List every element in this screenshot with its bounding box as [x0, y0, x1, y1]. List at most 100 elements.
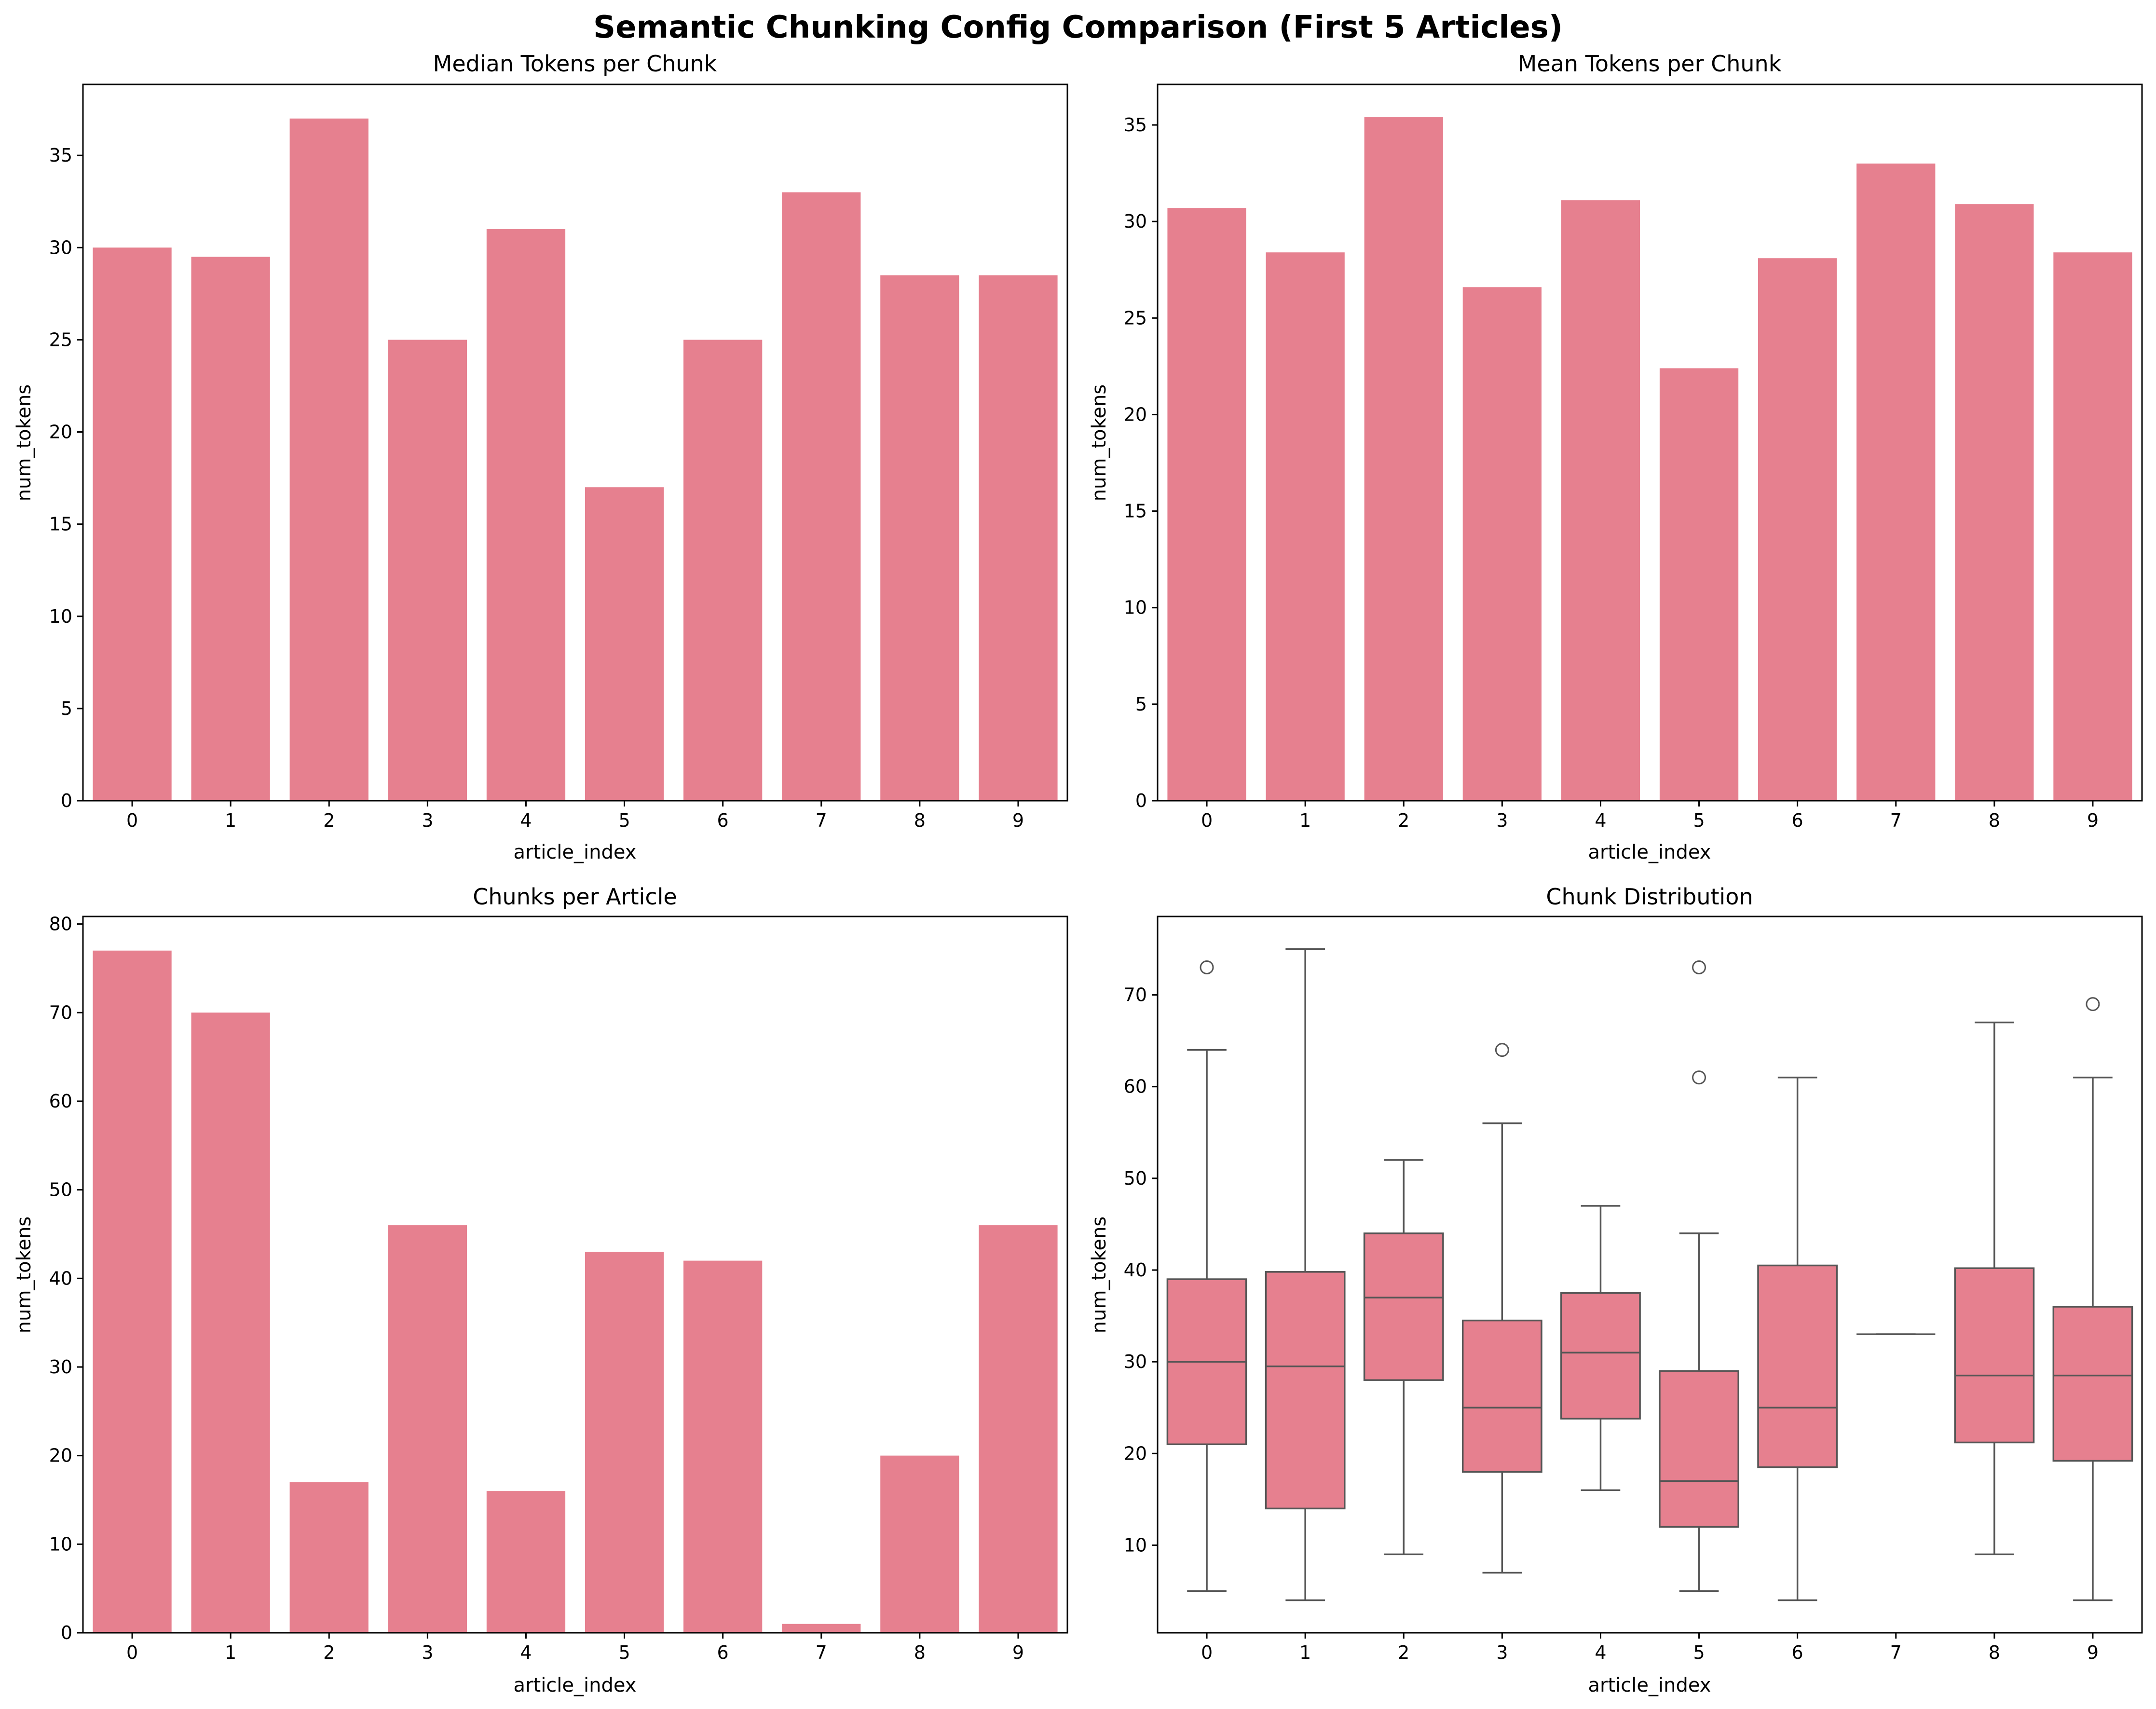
x-tick-label: 8: [1989, 810, 2000, 831]
x-tick-label: 3: [422, 810, 433, 831]
bar-3: [388, 1225, 467, 1633]
y-tick-label: 20: [49, 1445, 72, 1466]
bar-6: [1758, 258, 1837, 801]
y-tick-label: 30: [49, 237, 72, 258]
bar-7: [782, 1624, 861, 1633]
y-tick-label: 10: [49, 606, 72, 627]
y-tick-label: 80: [49, 914, 72, 935]
y-tick-label: 30: [49, 1356, 72, 1378]
median-tokens-panel: Median Tokens per Chunk article_index nu…: [13, 51, 1068, 863]
x-tick-label: 2: [323, 1642, 335, 1663]
box-8: [1954, 1021, 2035, 1556]
bar-2: [1364, 117, 1443, 801]
panel-title: Mean Tokens per Chunk: [1518, 51, 1782, 77]
y-tick-label: 30: [1124, 211, 1147, 232]
x-tick-label: 7: [816, 1642, 827, 1663]
bar-7: [1856, 164, 1936, 801]
x-tick-label: 5: [618, 1642, 630, 1663]
bar-8: [880, 275, 959, 801]
iqr-box: [1363, 1232, 1444, 1381]
x-tick-label: 5: [1693, 810, 1705, 831]
y-tick-label: 0: [61, 1622, 72, 1643]
outlier-point: [1692, 960, 1706, 975]
x-tick-label: 1: [1299, 1642, 1311, 1663]
y-tick-label: 0: [61, 790, 72, 811]
bar-5: [585, 1252, 664, 1633]
x-tick-label: 4: [1595, 1642, 1606, 1663]
x-axis-label: article_index: [514, 841, 637, 863]
bar-9: [2053, 252, 2132, 801]
box-9: [2052, 997, 2133, 1601]
plot-frame: [1157, 83, 2143, 802]
bar-8: [880, 1455, 959, 1633]
iqr-box: [1659, 1370, 1739, 1528]
iqr-box: [1265, 1271, 1346, 1510]
panel-title: Chunks per Article: [473, 884, 677, 910]
bar-7: [782, 192, 861, 801]
x-tick-label: 7: [816, 810, 827, 831]
bar-4: [486, 1491, 566, 1633]
bar-6: [683, 1260, 763, 1633]
x-tick-label: 9: [2087, 1642, 2099, 1663]
y-tick-label: 60: [49, 1091, 72, 1112]
panel-title: Median Tokens per Chunk: [433, 51, 717, 77]
figure-suptitle: Semantic Chunking Config Comparison (Fir…: [593, 10, 1563, 45]
y-tick-label: 15: [49, 514, 72, 535]
plot-frame: [82, 83, 1068, 802]
y-tick-label: 0: [1135, 790, 1147, 811]
y-tick-label: 50: [49, 1179, 72, 1201]
y-tick-label: 20: [1124, 1443, 1147, 1464]
outlier-point: [1495, 1043, 1509, 1057]
x-tick-label: 5: [1693, 1642, 1705, 1663]
x-tick-label: 3: [1496, 1642, 1508, 1663]
x-tick-label: 6: [1792, 1642, 1803, 1663]
box-5: [1659, 960, 1739, 1592]
x-tick-label: 5: [618, 810, 630, 831]
x-tick-label: 4: [520, 1642, 532, 1663]
y-tick-label: 10: [1124, 597, 1147, 618]
x-tick-label: 1: [1299, 810, 1311, 831]
bar-0: [93, 950, 172, 1633]
y-tick-label: 50: [1124, 1168, 1147, 1189]
x-tick-label: 9: [2087, 810, 2099, 831]
y-tick-label: 5: [61, 698, 72, 719]
x-tick-label: 8: [1989, 1642, 2000, 1663]
box-4: [1560, 1205, 1641, 1491]
bar-2: [289, 1482, 368, 1633]
y-tick-label: 35: [1124, 114, 1147, 136]
x-tick-label: 6: [717, 1642, 729, 1663]
bar-9: [979, 275, 1058, 801]
y-tick-label: 10: [1124, 1534, 1147, 1556]
y-tick-label: 10: [49, 1533, 72, 1555]
x-tick-label: 2: [323, 810, 335, 831]
box-0: [1166, 960, 1247, 1592]
x-tick-label: 7: [1890, 1642, 1902, 1663]
bar-4: [1561, 200, 1640, 801]
y-tick-label: 20: [49, 422, 72, 443]
x-tick-label: 2: [1398, 1642, 1409, 1663]
bar-0: [1167, 208, 1246, 801]
x-tick-label: 8: [914, 1642, 926, 1663]
bar-3: [388, 340, 467, 801]
x-tick-label: 0: [1201, 1642, 1213, 1663]
y-tick-label: 70: [1124, 984, 1147, 1006]
bar-0: [93, 247, 172, 801]
y-tick-label: 25: [49, 329, 72, 350]
x-tick-label: 3: [1496, 810, 1508, 831]
y-tick-label: 60: [1124, 1076, 1147, 1097]
plot-frame: [1157, 916, 2143, 1634]
bar-4: [486, 229, 566, 801]
box-6: [1757, 1076, 1838, 1601]
iqr-box: [1560, 1292, 1641, 1420]
plot-frame: [82, 916, 1068, 1634]
bar-3: [1462, 287, 1542, 801]
bar-1: [191, 1012, 270, 1633]
box-2: [1363, 1159, 1444, 1556]
x-tick-label: 0: [1201, 810, 1213, 831]
x-axis-label: article_index: [514, 1674, 637, 1696]
iqr-box: [1954, 1267, 2035, 1444]
bar-8: [1955, 204, 2034, 801]
y-tick-label: 40: [1124, 1259, 1147, 1281]
y-axis-label: num_tokens: [13, 1217, 35, 1333]
bar-9: [979, 1225, 1058, 1633]
